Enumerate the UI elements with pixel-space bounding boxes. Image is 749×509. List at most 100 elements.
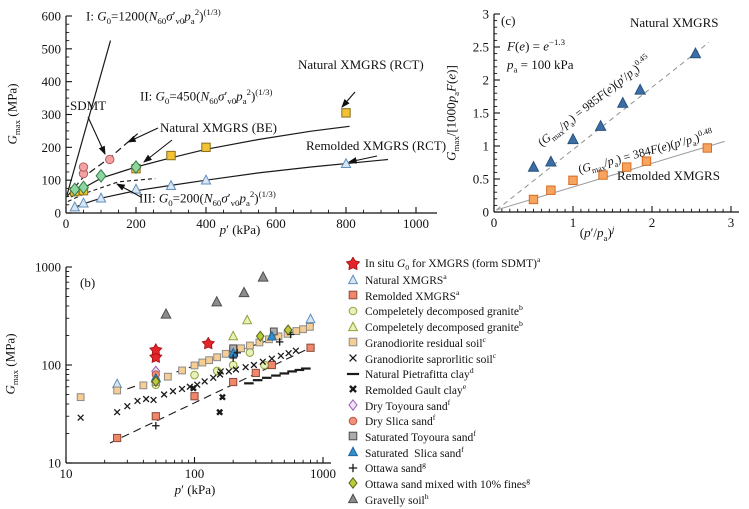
legend-label: Ottawa sand mixed with 10% finesg <box>365 476 531 491</box>
trend-line-2 <box>109 345 315 444</box>
svg-text:200: 200 <box>126 216 146 231</box>
series-remolded-xmgrs-rct-triangles <box>69 157 352 212</box>
diamond-marker-icon <box>348 477 358 490</box>
legend-item: Ottawa sand mixed with 10% finesg <box>345 476 749 492</box>
label-natural-rct: Natural XMGRS (RCT) <box>298 57 424 72</box>
legend-item: Saturated Toyoura sandf <box>345 429 749 445</box>
tri-marker-icon <box>347 493 359 504</box>
panel-label-b: (b) <box>80 275 96 290</box>
svg-text:3: 3 <box>728 215 735 230</box>
annotation-arrow-2 <box>127 127 159 143</box>
chart-b-canvas: 10 100 1000 10 100 1000 <box>35 260 336 482</box>
label-natural: Natural XMGRS <box>630 15 719 30</box>
series-insitu-g0-stars <box>149 336 216 363</box>
chart-b: 10 100 1000 10 100 1000 (b) p′ (kPa) Gmax (MPa) <box>0 252 380 509</box>
plus-marker-icon <box>348 463 358 472</box>
label-natural-be: Natural XMGRS (BE) <box>160 120 277 135</box>
svg-text:100: 100 <box>42 358 62 373</box>
eq-line-III: III: G0=200(N60σ′v0pa2)(1/3) <box>139 189 276 208</box>
svg-text:10: 10 <box>60 466 73 481</box>
chart-a: 0 200 400 600 800 1000 0 100 200 300 400 500 600 I: G… <box>0 0 447 252</box>
annotation-arrow-4 <box>341 91 356 108</box>
svg-text:100: 100 <box>185 466 205 481</box>
annotation-arrow-3 <box>143 139 173 163</box>
legend-label: Ottawa sandg <box>365 460 427 476</box>
series-natural-xmgrs-be-diamonds <box>69 160 142 197</box>
series-gravelly-soil <box>160 270 269 319</box>
boldx-marker-icon <box>349 385 357 394</box>
legend-item: Natural XMGRSa <box>345 272 749 288</box>
panel-label-c: (c) <box>501 13 516 28</box>
legend-label: Granodiorite residual soilc <box>365 334 486 350</box>
x-marker-icon <box>349 354 357 362</box>
svg-text:1000: 1000 <box>310 466 336 481</box>
series-granodiorite-saprolitic <box>77 347 300 422</box>
legend: In situ G0 for XMGRS (form SDMT)a Natural… <box>345 255 749 508</box>
legend-label: Compeletely decomposed graniteb <box>365 303 523 319</box>
svg-text:1.5: 1.5 <box>473 106 489 121</box>
svg-text:2: 2 <box>649 215 656 230</box>
label-remolded-rct: Remolded XMGRS (RCT) <box>306 138 447 153</box>
svg-text:3: 3 <box>483 7 490 22</box>
series-ottawa-sand <box>152 330 295 430</box>
legend-label: Dry Toyoura sandf <box>365 397 451 413</box>
y-axis-title: Gmax (MPa) <box>4 83 23 145</box>
annotation-arrow-5 <box>347 155 378 164</box>
svg-text:400: 400 <box>196 216 216 231</box>
legend-label: Saturated Slica sandf <box>365 444 464 460</box>
y-axis: 0 0.5 1 1.5 2 2.5 3 <box>473 7 500 220</box>
svg-text:0: 0 <box>483 205 490 220</box>
svg-text:10: 10 <box>48 456 61 471</box>
svg-text:400: 400 <box>42 74 62 89</box>
legend-item: Granodiorite saprorlitic soilc <box>345 350 749 366</box>
svg-text:600: 600 <box>266 216 286 231</box>
legend-item: Compeletely decomposed graniteb <box>345 319 749 335</box>
svg-text:0: 0 <box>55 206 62 221</box>
svg-text:300: 300 <box>42 107 62 122</box>
legend-label: Saturated Toyoura sandf <box>365 428 476 444</box>
tri-marker-icon <box>347 273 359 284</box>
chart-a-canvas: 0 200 400 600 800 1000 0 100 200 300 400 500 600 <box>42 9 437 231</box>
y-axis: 0 100 200 300 400 500 600 <box>42 9 72 221</box>
svg-text:200: 200 <box>42 140 62 155</box>
tri-marker-icon <box>347 446 359 457</box>
eq-pa: pa = 100 kPa <box>507 57 574 75</box>
x-axis-title: p′ (kPa) <box>174 482 216 498</box>
diamond-marker-icon <box>348 399 358 411</box>
legend-label: Natural Pietrafitta clayd <box>365 366 474 382</box>
legend-label: Dry Slica sandf <box>365 413 436 429</box>
legend-item: Remolded XMGRSa <box>345 287 749 303</box>
series-natural-xmgrs-triangles <box>527 47 702 172</box>
series-cdg-triangles <box>227 314 253 341</box>
legend-item: Compeletely decomposed graniteb <box>345 303 749 319</box>
y-axis-title: Gmax (MPa) <box>2 333 21 395</box>
svg-text:0: 0 <box>63 216 70 231</box>
series-remolded-xmgrs <box>113 343 315 443</box>
svg-text:0.5: 0.5 <box>473 172 489 187</box>
series-sdmt-circles <box>78 154 115 179</box>
svg-text:800: 800 <box>336 216 356 231</box>
y-axis-title: Gmax/[1000paF(e)] <box>443 65 462 161</box>
svg-text:600: 600 <box>42 9 62 24</box>
x-axis: 0 1 2 3 <box>491 206 735 230</box>
square-marker-icon <box>348 290 358 300</box>
annotation-arrow-1 <box>87 116 106 155</box>
legend-label: In situ G0 for XMGRS (form SDMT)a <box>365 255 541 273</box>
series-ottawa-sand-fines <box>151 324 293 388</box>
dash-marker-icon <box>346 372 360 375</box>
svg-text:2.5: 2.5 <box>473 40 489 55</box>
legend-item: Ottawa sandg <box>345 460 749 476</box>
svg-text:1: 1 <box>483 139 490 154</box>
eq-line-II: II: G0=450(N60σ′v0pa2)(1/3) <box>140 87 273 106</box>
legend-label: Granodiorite saprorlitic soilc <box>365 350 497 366</box>
x-axis: 0 200 400 600 800 1000 <box>63 207 429 231</box>
legend-label: Remolded XMGRSa <box>365 287 460 303</box>
trend-line-3 <box>67 177 156 202</box>
y-axis: 10 100 1000 <box>35 260 72 471</box>
eq-line-I: I: G0=1200(N60σ′v0pa2)(1/3) <box>86 7 221 26</box>
legend-item: Dry Toyoura sandf <box>345 397 749 413</box>
legend-label: Gravelly soilh <box>365 491 429 507</box>
axes: 10 100 1000 10 100 1000 <box>35 260 336 482</box>
svg-text:500: 500 <box>42 41 62 56</box>
x-axis-title: p′ (kPa) <box>219 222 261 238</box>
